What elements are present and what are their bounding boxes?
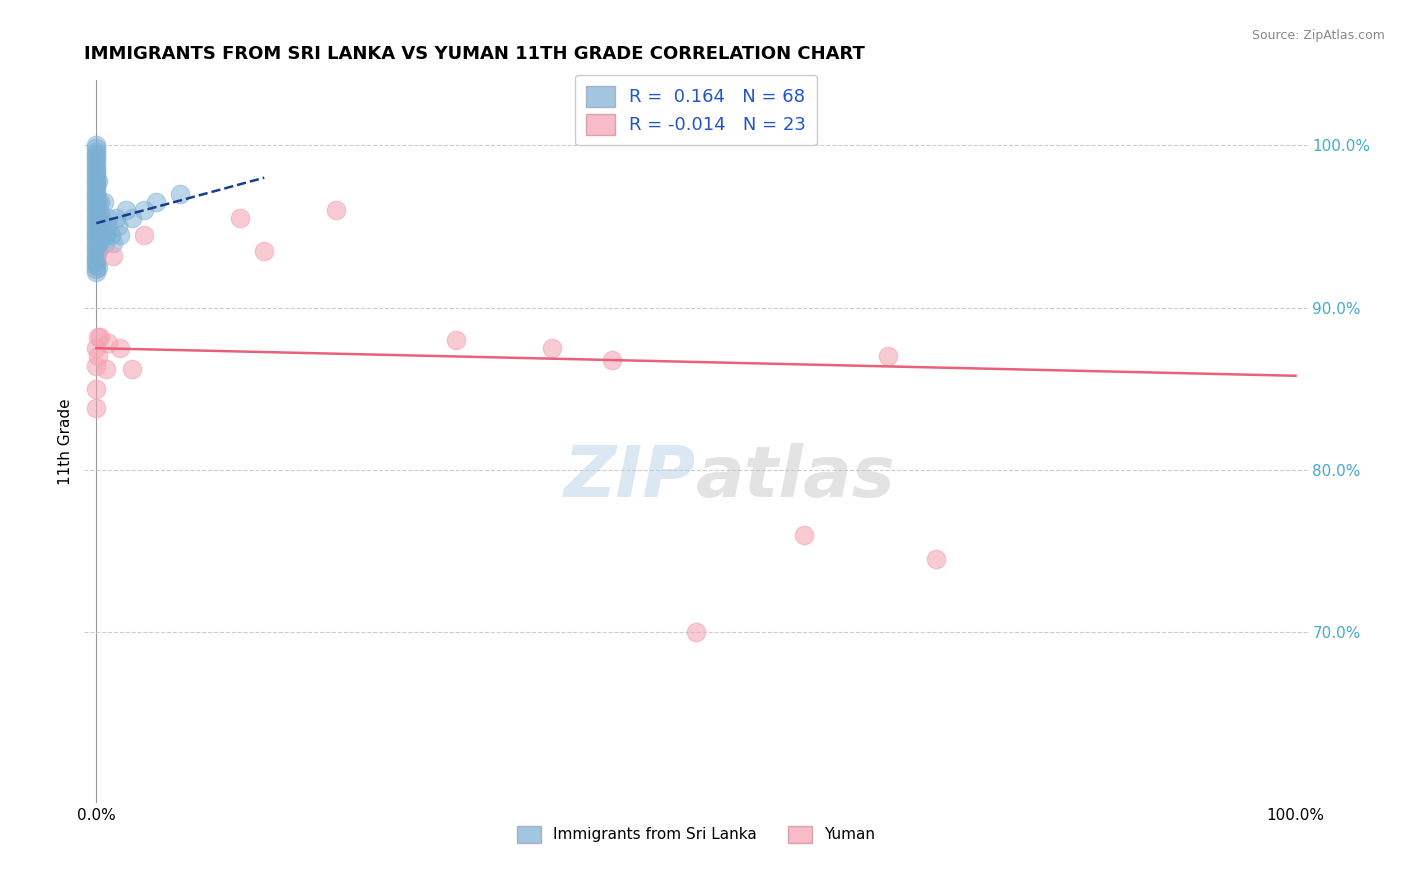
Point (86, 219, 108, 234)
Point (793, 528, 815, 542)
Point (86, 249, 108, 263)
Point (86, 261, 108, 276)
Point (86, 382, 108, 396)
Point (89, 227, 111, 242)
Point (86, 154, 108, 169)
Point (86, 168, 108, 182)
Point (86, 229, 108, 244)
Point (101, 235, 124, 250)
Point (86, 145, 108, 159)
Text: atlas: atlas (696, 443, 896, 512)
Point (93, 235, 117, 250)
Point (86, 151, 108, 165)
Point (685, 625, 707, 640)
Point (104, 211, 127, 226)
Point (107, 219, 129, 234)
Point (134, 227, 156, 242)
Point (86, 194, 108, 208)
Point (86, 235, 108, 250)
Point (87, 203, 110, 218)
Point (325, 203, 347, 218)
Point (101, 249, 124, 263)
Point (97, 211, 120, 226)
Point (86, 210, 108, 224)
Point (86, 200, 108, 214)
Point (86, 196, 108, 211)
Point (86, 232, 108, 246)
Point (541, 341, 564, 355)
Point (86, 359, 108, 373)
Point (86, 141, 108, 155)
Point (925, 552, 948, 566)
Point (86, 195, 108, 210)
Point (86, 401, 108, 416)
Point (86, 239, 108, 253)
Point (134, 203, 156, 218)
Point (86, 174, 108, 188)
Point (121, 362, 143, 376)
Point (86, 206, 108, 220)
Point (89, 195, 111, 210)
Point (121, 211, 143, 226)
Point (86, 203, 108, 218)
Point (86, 190, 108, 204)
Text: ZIP: ZIP (564, 443, 696, 512)
Point (229, 211, 252, 226)
Point (115, 203, 138, 218)
Point (86, 138, 108, 153)
Point (110, 341, 132, 355)
Legend: Immigrants from Sri Lanka, Yuman: Immigrants from Sri Lanka, Yuman (510, 820, 882, 849)
Point (86, 244, 108, 258)
Point (91, 227, 114, 242)
Point (86, 177, 108, 191)
Point (86, 164, 108, 178)
Point (86, 349, 108, 363)
Point (86, 211, 108, 226)
Point (86, 252, 108, 266)
Point (86, 245, 108, 260)
Point (86, 174, 108, 188)
Point (86, 265, 108, 279)
Point (86, 158, 108, 172)
Point (96, 219, 118, 234)
Point (97, 336, 120, 351)
Point (86, 184, 108, 198)
Point (89, 330, 111, 344)
Point (86, 259, 108, 273)
Point (86, 148, 108, 162)
Text: IMMIGRANTS FROM SRI LANKA VS YUMAN 11TH GRADE CORRELATION CHART: IMMIGRANTS FROM SRI LANKA VS YUMAN 11TH … (84, 45, 865, 63)
Point (94, 362, 117, 376)
Point (86, 255, 108, 269)
Point (86, 330, 108, 344)
Point (87, 235, 110, 250)
Text: Source: ZipAtlas.com: Source: ZipAtlas.com (1251, 29, 1385, 43)
Point (86, 242, 108, 256)
Y-axis label: 11th Grade: 11th Grade (58, 398, 73, 485)
Point (87, 219, 110, 234)
Point (86, 186, 108, 201)
Point (94, 227, 117, 242)
Point (100, 227, 122, 242)
Point (86, 216, 108, 230)
Point (169, 186, 191, 201)
Point (86, 170, 108, 185)
Point (86, 161, 108, 175)
Point (145, 195, 167, 210)
Point (253, 244, 276, 258)
Point (600, 352, 623, 367)
Point (86, 341, 108, 355)
Point (876, 349, 898, 363)
Point (444, 333, 467, 347)
Point (93, 195, 115, 210)
Point (86, 222, 108, 236)
Point (86, 227, 108, 242)
Point (86, 226, 108, 240)
Point (90, 211, 112, 226)
Point (110, 227, 132, 242)
Point (86, 260, 108, 274)
Point (86, 213, 108, 227)
Point (86, 180, 108, 194)
